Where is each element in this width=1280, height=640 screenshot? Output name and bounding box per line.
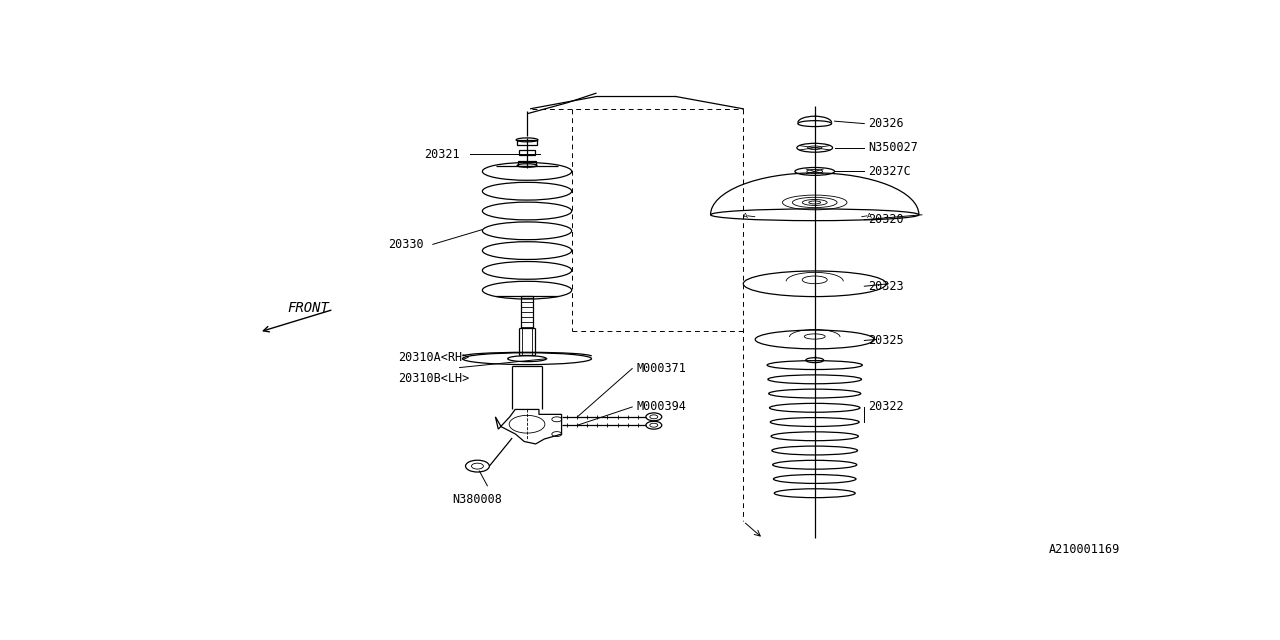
Text: A: A — [742, 212, 748, 219]
Text: N350027: N350027 — [868, 141, 918, 154]
Text: 20320: 20320 — [868, 213, 904, 226]
Bar — [518, 161, 536, 166]
Text: A210001169: A210001169 — [1050, 543, 1120, 556]
Text: M000371: M000371 — [636, 362, 686, 375]
Text: A: A — [867, 212, 872, 219]
Text: 20310B<LH>: 20310B<LH> — [398, 372, 470, 385]
Bar — [517, 140, 538, 145]
Text: 20321: 20321 — [424, 148, 460, 161]
Text: N380008: N380008 — [453, 493, 502, 506]
Text: 20322: 20322 — [868, 401, 904, 413]
Text: 20327C: 20327C — [868, 165, 911, 178]
Text: FRONT: FRONT — [287, 301, 329, 316]
Text: M000394: M000394 — [636, 401, 686, 413]
Bar — [520, 150, 535, 155]
Text: 20310A<RH>: 20310A<RH> — [398, 351, 470, 364]
Text: 20326: 20326 — [868, 117, 904, 130]
Text: 20325: 20325 — [868, 334, 904, 347]
Text: 20323: 20323 — [868, 280, 904, 292]
Text: 20330: 20330 — [388, 238, 424, 251]
